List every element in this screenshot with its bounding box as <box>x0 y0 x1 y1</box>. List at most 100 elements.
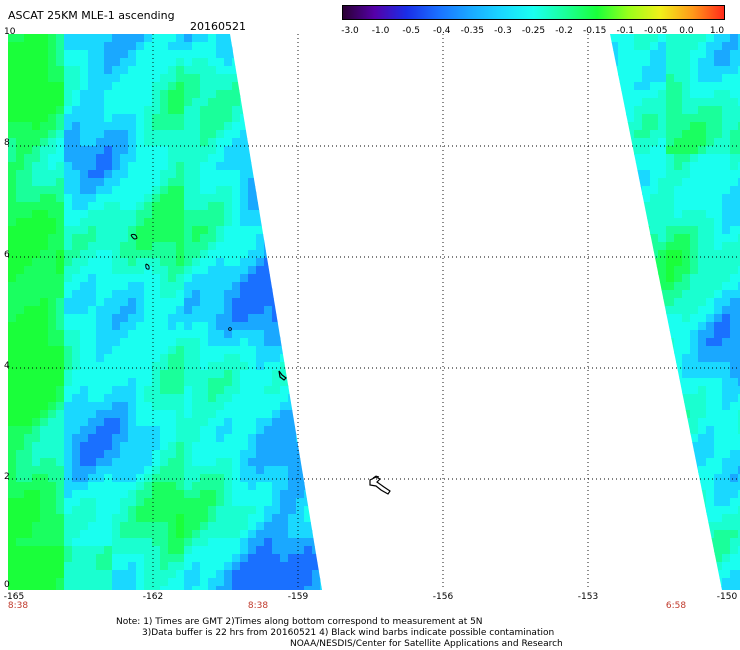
wind-cell <box>104 242 113 251</box>
wind-cell <box>176 378 185 387</box>
wind-cell <box>208 506 217 515</box>
wind-cell <box>80 330 89 339</box>
wind-cell <box>216 98 225 107</box>
wind-cell <box>698 98 707 107</box>
wind-cell <box>312 266 321 275</box>
wind-cell <box>152 578 161 587</box>
wind-cell <box>312 346 321 355</box>
wind-cell <box>272 82 281 91</box>
wind-cell <box>248 370 257 379</box>
wind-cell <box>650 178 659 187</box>
wind-cell <box>216 170 225 179</box>
wind-cell <box>112 466 121 475</box>
wind-cell <box>184 138 193 147</box>
wind-cell <box>176 466 185 475</box>
wind-cell <box>168 386 177 395</box>
wind-cell <box>136 426 145 435</box>
wind-cell <box>96 202 105 211</box>
wind-cell <box>72 586 81 590</box>
wind-cell <box>610 226 619 235</box>
wind-cell <box>48 186 57 195</box>
wind-cell <box>224 442 233 451</box>
wind-cell <box>304 266 313 275</box>
wind-cell <box>144 74 153 83</box>
wind-cell <box>224 106 233 115</box>
wind-cell <box>24 186 33 195</box>
wind-cell <box>240 282 249 291</box>
wind-cell <box>224 282 233 291</box>
wind-cell <box>264 50 273 59</box>
wind-cell <box>626 386 635 395</box>
wind-cell <box>288 586 297 590</box>
wind-cell <box>296 530 305 539</box>
wind-cell <box>112 114 121 123</box>
wind-cell <box>104 106 113 115</box>
wind-cell <box>714 370 723 379</box>
wind-cell <box>72 482 81 491</box>
wind-cell <box>610 98 619 107</box>
wind-cell <box>120 386 129 395</box>
wind-cell <box>280 546 289 555</box>
wind-cell <box>24 578 33 587</box>
wind-cell <box>690 282 699 291</box>
wind-cell <box>626 42 635 51</box>
wind-cell <box>722 306 731 315</box>
wind-cell <box>714 426 723 435</box>
wind-cell <box>256 378 265 387</box>
wind-cell <box>682 82 691 91</box>
wind-cell <box>128 58 137 67</box>
wind-cell <box>88 370 97 379</box>
wind-cell <box>152 162 161 171</box>
wind-cell <box>16 146 25 155</box>
wind-cell <box>682 114 691 123</box>
wind-cell <box>192 546 201 555</box>
wind-cell <box>698 298 707 307</box>
wind-cell <box>634 570 643 579</box>
wind-cell <box>248 66 257 75</box>
wind-cell <box>288 434 297 443</box>
wind-cell <box>64 474 73 483</box>
wind-cell <box>650 106 659 115</box>
wind-cell <box>706 106 715 115</box>
wind-cell <box>120 266 129 275</box>
wind-cell <box>216 186 225 195</box>
wind-cell <box>320 274 322 283</box>
wind-cell <box>730 290 739 299</box>
wind-cell <box>136 290 145 299</box>
wind-cell <box>24 282 33 291</box>
wind-cell <box>304 450 313 459</box>
wind-cell <box>650 162 659 171</box>
wind-cell <box>666 530 675 539</box>
wind-cell <box>304 42 313 51</box>
wind-cell <box>650 234 659 243</box>
wind-cell <box>312 498 321 507</box>
wind-cell <box>658 50 667 59</box>
wind-cell <box>176 530 185 539</box>
wind-cell <box>658 122 667 131</box>
wind-cell <box>128 298 137 307</box>
wind-cell <box>674 458 683 467</box>
wind-cell <box>88 418 97 427</box>
wind-cell <box>168 498 177 507</box>
wind-cell <box>690 378 699 387</box>
wind-cell <box>200 74 209 83</box>
wind-cell <box>128 202 137 211</box>
wind-cell <box>136 498 145 507</box>
wind-cell <box>144 426 153 435</box>
wind-cell <box>96 490 105 499</box>
wind-cell <box>642 458 651 467</box>
wind-cell <box>738 362 740 371</box>
wind-cell <box>40 306 49 315</box>
wind-cell <box>312 234 321 243</box>
wind-cell <box>152 370 161 379</box>
wind-cell <box>634 338 643 347</box>
wind-cell <box>176 114 185 123</box>
wind-cell <box>128 258 137 267</box>
wind-cell <box>714 274 723 283</box>
wind-cell <box>32 82 41 91</box>
wind-cell <box>650 474 659 483</box>
colorbar-tick-label: -3.0 <box>341 26 359 36</box>
wind-cell <box>144 362 153 371</box>
wind-cell <box>682 530 691 539</box>
wind-cell <box>160 98 169 107</box>
